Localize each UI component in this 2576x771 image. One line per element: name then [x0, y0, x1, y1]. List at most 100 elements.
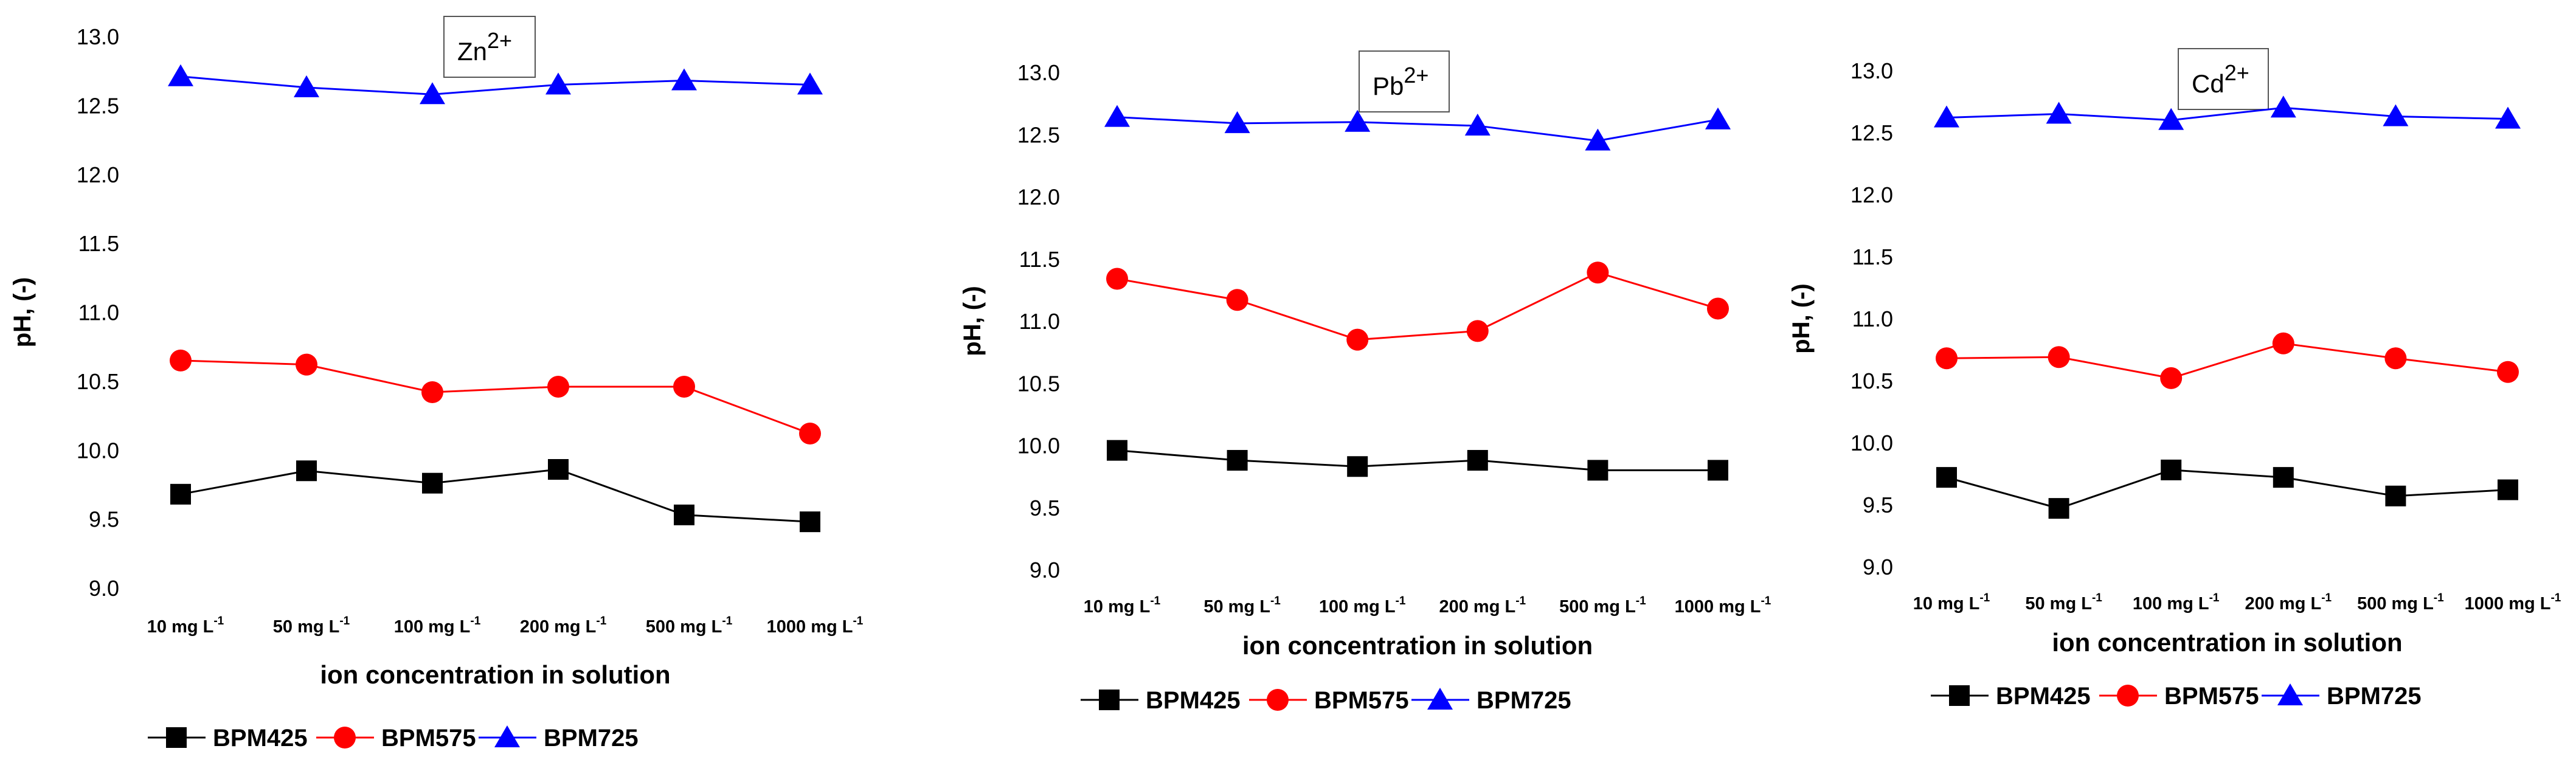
data-point [2385, 485, 2406, 507]
y-tick-label: 10.5 [77, 369, 119, 394]
data-point [1585, 128, 1611, 151]
data-point [674, 504, 694, 525]
chart-panel-3: 9.0 9.5 10.0 10.5 11.0 11.5 12.0 12.5 13.0 pH, (-… [1788, 48, 2561, 710]
data-point [1467, 450, 1488, 471]
legend-label: BPM425 [213, 725, 308, 752]
y-axis-label: pH, (-) [959, 286, 986, 356]
y-tick-label: 12.0 [77, 162, 119, 187]
series-BPM575 [1106, 261, 1729, 351]
x-tick-label: 500 mg L-1 [2357, 592, 2444, 614]
data-point [1705, 107, 1731, 130]
data-point [1466, 320, 1489, 342]
series-line [1946, 342, 2508, 379]
legend-marker [494, 725, 520, 747]
data-point [294, 75, 319, 97]
y-tick-label: 12.5 [1851, 120, 1893, 145]
series-line [1946, 106, 2508, 122]
data-point [2046, 102, 2072, 124]
legend-item: BPM575 [1249, 687, 1409, 714]
data-point [797, 72, 823, 95]
legend: BPM425 BPM575 BPM725 [1081, 687, 1571, 714]
data-point [2272, 332, 2294, 354]
data-point [1104, 105, 1130, 127]
legend-label: BPM725 [2327, 683, 2422, 710]
series-line [1117, 271, 1719, 341]
chart-panel-1: 9.0 9.5 10.0 10.5 11.0 11.5 12.0 12.5 13.0 pH, (-… [9, 16, 864, 752]
legend-item: BPM575 [316, 725, 476, 752]
data-point [799, 423, 821, 445]
title-box [1359, 50, 1450, 112]
legend-label: BPM725 [1477, 687, 1571, 714]
data-point [1934, 105, 1959, 128]
x-tick-label: 50 mg L-1 [1203, 595, 1281, 617]
data-point [545, 72, 571, 95]
legend-item: BPM425 [148, 725, 308, 752]
data-point [2273, 467, 2294, 488]
legend-marker [1427, 688, 1453, 710]
series-line [180, 75, 811, 95]
data-point [1346, 328, 1369, 351]
y-tick-label: 9.0 [1863, 555, 1893, 579]
data-point [296, 353, 317, 376]
data-point [2048, 346, 2070, 368]
data-point [420, 82, 445, 105]
title-box [443, 16, 536, 78]
y-tick-label: 12.0 [1851, 182, 1893, 207]
data-point [1107, 440, 1127, 461]
data-point [2158, 108, 2184, 130]
y-tick-label: 10.5 [1851, 368, 1893, 393]
legend-item: BPM725 [1411, 687, 1571, 714]
data-point [1347, 456, 1368, 477]
legend-item: BPM725 [479, 725, 639, 752]
legend-marker [166, 727, 187, 748]
y-tick-label: 13.0 [77, 24, 119, 49]
legend-label: BPM575 [2164, 683, 2259, 710]
y-tick-label: 10.0 [1851, 430, 1893, 455]
data-point [1587, 261, 1609, 284]
x-tick-label: 200 mg L-1 [1439, 595, 1526, 617]
y-tick-label: 9.5 [89, 507, 119, 532]
x-axis-label: ion concentration in solution [1242, 631, 1593, 660]
y-tick-label: 11.0 [78, 300, 119, 325]
title-box [2178, 48, 2269, 110]
legend-marker [1099, 690, 1120, 710]
x-tick-label: 1000 mg L-1 [767, 615, 864, 637]
chart-title: Zn2+ [457, 28, 512, 66]
chart-title: Cd2+ [2192, 60, 2249, 98]
data-point [1226, 289, 1248, 311]
data-point [168, 64, 193, 86]
x-tick-label: 500 mg L-1 [646, 615, 733, 637]
y-tick-label: 9.0 [1030, 558, 1060, 583]
series-line [1117, 449, 1718, 471]
y-tick-label: 11.5 [1019, 247, 1060, 272]
series-BPM725 [1104, 105, 1731, 151]
y-tick-label: 9.5 [1030, 496, 1060, 520]
legend-item: BPM425 [1081, 687, 1241, 714]
series-BPM725 [1934, 95, 2521, 130]
data-point [422, 472, 443, 494]
series-BPM425 [1936, 459, 2518, 519]
y-tick-label: 11.5 [1852, 244, 1893, 269]
y-tick-label: 11.0 [1852, 306, 1893, 331]
series-BPM725 [168, 64, 823, 105]
x-tick-label: 50 mg L-1 [273, 615, 350, 637]
x-tick-label: 100 mg L-1 [2133, 592, 2220, 614]
data-point [673, 375, 695, 398]
data-point [1936, 347, 1958, 370]
data-point [296, 460, 317, 482]
x-axis-label: ion concentration in solution [320, 660, 670, 689]
series-BPM425 [1107, 440, 1728, 481]
series-BPM575 [1936, 332, 2519, 389]
y-axis-label: pH, (-) [1788, 283, 1815, 354]
x-tick-label: 50 mg L-1 [2025, 592, 2102, 614]
data-point [421, 381, 443, 404]
legend-label: BPM725 [544, 725, 639, 752]
x-axis-label: ion concentration in solution [2052, 628, 2402, 657]
data-point [1707, 297, 1729, 320]
data-point [2384, 347, 2407, 370]
legend-marker [1949, 685, 1970, 706]
chart-panel-2: 9.0 9.5 10.0 10.5 11.0 11.5 12.0 12.5 13.0 pH, (-… [959, 50, 1771, 714]
y-tick-label: 12.5 [77, 93, 119, 118]
legend-label: BPM425 [1146, 687, 1241, 714]
